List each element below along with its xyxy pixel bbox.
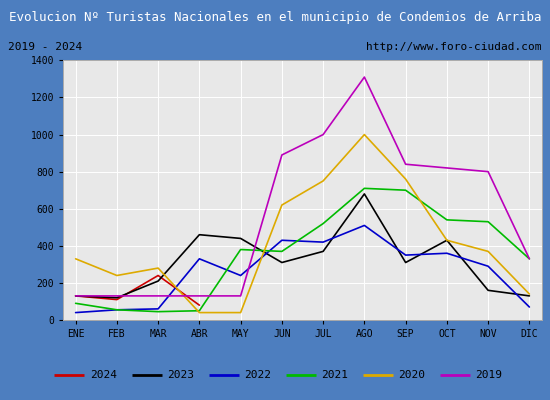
Text: http://www.foro-ciudad.com: http://www.foro-ciudad.com [366, 42, 542, 52]
Text: 2020: 2020 [398, 370, 425, 380]
Text: 2022: 2022 [244, 370, 271, 380]
Text: 2019: 2019 [476, 370, 503, 380]
Text: 2024: 2024 [90, 370, 117, 380]
Text: 2019 - 2024: 2019 - 2024 [8, 42, 82, 52]
Text: Evolucion Nº Turistas Nacionales en el municipio de Condemios de Arriba: Evolucion Nº Turistas Nacionales en el m… [9, 11, 541, 24]
Text: 2023: 2023 [167, 370, 194, 380]
Text: 2021: 2021 [321, 370, 348, 380]
